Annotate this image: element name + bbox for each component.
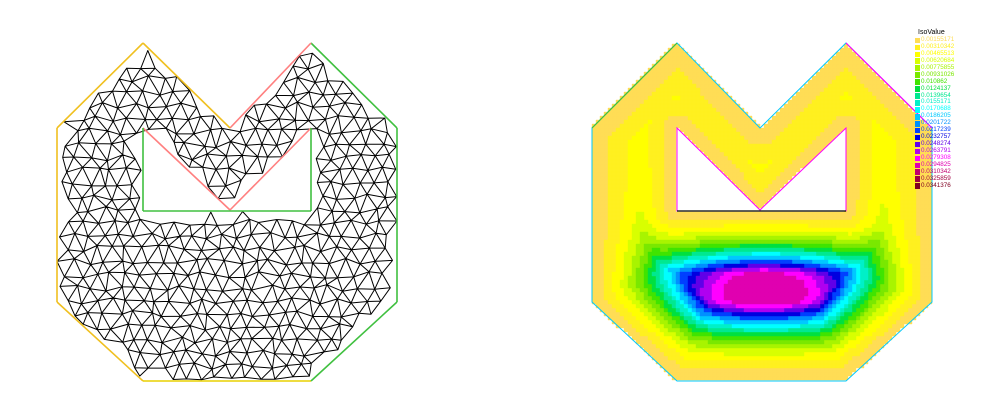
legend-entry: 0.00465513 [915,49,991,58]
legend-label: 0.00775855 [921,63,955,71]
legend-entry: 0.00775855 [915,63,991,72]
legend-entry: 0.0186205 [915,112,991,120]
legend-label: 0.0186205 [921,112,951,120]
contour-outline [591,42,933,382]
legend-swatch [915,86,920,92]
legend-label: 0.0279308 [921,153,951,161]
legend-entry: 0.0201722 [915,119,991,127]
legend-entry: 0.00310342 [915,42,991,51]
legend-label: 0.0232757 [921,133,951,141]
legend-swatch [915,107,920,113]
legend-label: 0.0248274 [921,140,951,148]
contour-band [723,271,809,305]
legend-swatch [915,183,920,189]
mesh-boundary-left-top [56,42,144,129]
legend-swatch [915,37,920,44]
legend-label: 0.0155171 [921,98,951,106]
legend-entry: 0.0124137 [915,84,991,93]
legend-label: 0.00310342 [921,42,955,50]
legend-swatch [915,113,920,120]
contour-hole [676,126,847,212]
legend-entry: 0.0170688 [915,105,991,113]
isovalue-legend: IsoValue 0.00155171 0.00310342 0.00465513 0… [915,29,991,190]
legend-swatch [915,51,920,58]
legend-swatch [915,120,920,127]
legend-label: 0.0217239 [921,126,951,134]
legend-swatch [915,100,920,106]
legend-label: 0.0263791 [921,147,951,155]
legend-label: 0.0341376 [921,181,951,189]
contour-edge-right-top [845,42,933,129]
legend-entry: 0.0310342 [915,167,991,176]
mesh-boundary-notch-left [142,42,231,129]
legend-title: IsoValue [918,29,945,36]
legend-entry: 0.0155171 [915,99,991,106]
legend-swatch [915,162,920,169]
legend-swatch [915,44,920,51]
legend-label: 0.00620684 [921,56,955,64]
legend-entry: 0.0341376 [915,181,991,190]
legend-swatch [915,79,920,85]
legend-swatch [915,127,920,134]
mesh-boundary-bottom-left [56,301,144,382]
legend-entry: 0.0294825 [915,160,991,169]
isovalue-contour-panel [591,42,933,382]
legend-swatch [915,58,920,65]
mesh-boundary-notch-right [229,42,312,129]
legend-label: 0.0310342 [921,167,951,175]
legend-entry: 0.00931026 [915,70,991,79]
legend-label: 0.00931026 [921,70,955,78]
mesh-boundary-bottom-right [310,301,398,382]
legend-swatch [915,65,920,72]
legend-label: 0.0170688 [921,105,951,113]
legend-label: 0.0124137 [921,84,951,92]
legend-swatch [915,148,920,155]
legend-label: 0.00155171 [921,36,955,44]
legend-label: 0.0294825 [921,160,951,168]
legend-entry: 0.0325859 [915,174,991,183]
legend-swatch [915,176,920,183]
legend-swatch [915,93,920,99]
legend-label: 0.0201722 [921,119,951,127]
legend-entry: 0.0248274 [915,140,991,148]
legend-entry: 0.0279308 [915,153,991,162]
legend-entry: 0.0232757 [915,133,991,141]
legend-label: 0.00465513 [921,49,955,57]
legend-entry: 0.0139654 [915,91,991,100]
mesh-hole-right [229,127,312,211]
legend-swatch [915,169,920,176]
mesh-panel [56,42,398,382]
legend-entry: 0.00155171 [915,36,991,44]
legend-entry: 0.010862 [915,77,991,86]
legend-entry: 0.0263791 [915,147,991,155]
legend-swatch [915,141,920,148]
mesh-triangles [56,50,398,381]
contour-band [603,67,921,369]
mesh-hole-left [142,127,231,211]
legend-entry: 0.00620684 [915,56,991,65]
legend-label: 0.010862 [921,77,948,85]
legend-swatch [915,72,920,78]
legend-swatch [915,155,920,162]
legend-swatch [915,134,920,141]
legend-entry: 0.0217239 [915,126,991,134]
contour-edge-left-top [591,42,678,129]
contour-band [611,91,913,361]
mesh-boundary-right-top [310,42,398,129]
legend-label: 0.0325859 [921,174,951,182]
legend-label: 0.0139654 [921,91,951,99]
